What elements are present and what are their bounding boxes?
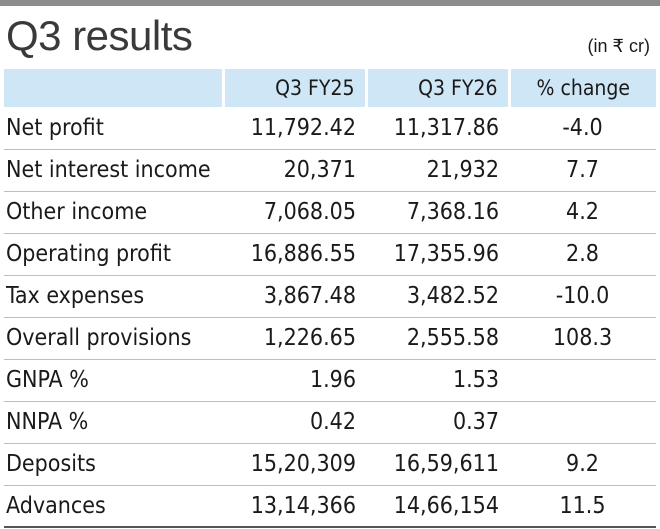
value-q3-fy25: 11,792.42 [223,107,366,150]
value-pct-change [509,401,656,444]
value-q3-fy25: 13,14,366 [223,485,366,528]
value-q3-fy25: 1.96 [223,359,366,402]
value-pct-change: -4.0 [509,107,656,150]
value-q3-fy26: 7,368.16 [366,191,509,234]
value-pct-change: 11.5 [509,485,656,528]
top-rule [0,0,660,6]
value-q3-fy26: 11,317.86 [366,107,509,150]
table-row: Net interest income 20,371 21,932 7.7 [4,149,656,192]
row-label: Deposits [4,443,223,486]
value-pct-change: 7.7 [509,149,656,192]
value-q3-fy26: 1.53 [366,359,509,402]
unit-note: (in ₹ cr) [587,36,650,56]
value-q3-fy26: 0.37 [366,401,509,444]
row-label: Overall provisions [4,317,223,360]
row-label: Tax expenses [4,275,223,318]
row-label: Net interest income [4,149,223,192]
value-q3-fy25: 15,20,309 [223,443,366,486]
header-q3-fy25: Q3 FY25 [223,69,368,107]
row-label: NNPA % [4,401,223,444]
value-q3-fy25: 7,068.05 [223,191,366,234]
table-row: Overall provisions 1,226.65 2,555.58 108.3 [4,317,656,360]
row-label: Advances [4,485,223,528]
value-q3-fy25: 0.42 [223,401,366,444]
table-row: NNPA % 0.42 0.37 [4,401,656,444]
value-q3-fy25: 3,867.48 [223,275,366,318]
value-q3-fy25: 16,886.55 [223,233,366,276]
header-q3-fy26: Q3 FY26 [366,69,511,107]
table-row: Advances 13,14,366 14,66,154 11.5 [4,485,656,528]
value-pct-change: 2.8 [509,233,656,276]
table-row: GNPA % 1.96 1.53 [4,359,656,402]
chart-title: Q3 results [6,12,193,59]
value-q3-fy26: 17,355.96 [366,233,509,276]
value-q3-fy26: 3,482.52 [366,275,509,318]
value-q3-fy25: 1,226.65 [223,317,366,360]
value-pct-change: 9.2 [509,443,656,486]
header-pct-change: % change [509,69,656,107]
table-row: Net profit 11,792.42 11,317.86 -4.0 [4,107,656,150]
header-row: Q3 FY25 Q3 FY26 % change [4,69,656,107]
row-label: Operating profit [4,233,223,276]
table-header: Q3 FY25 Q3 FY26 % change [4,69,656,107]
value-pct-change: 108.3 [509,317,656,360]
table-row: Other income 7,068.05 7,368.16 4.2 [4,191,656,234]
table-row: Operating profit 16,886.55 17,355.96 2.8 [4,233,656,276]
value-q3-fy26: 2,555.58 [366,317,509,360]
value-pct-change: 4.2 [509,191,656,234]
value-q3-fy26: 14,66,154 [366,485,509,528]
value-q3-fy26: 21,932 [366,149,509,192]
table-row: Deposits 15,20,309 16,59,611 9.2 [4,443,656,486]
table-body: Net profit 11,792.42 11,317.86 -4.0 Net inte… [4,107,656,528]
value-q3-fy25: 20,371 [223,149,366,192]
value-q3-fy26: 16,59,611 [366,443,509,486]
table-row: Tax expenses 3,867.48 3,482.52 -10.0 [4,275,656,318]
value-pct-change [509,359,656,402]
row-label: GNPA % [4,359,223,402]
header-label [4,69,225,107]
results-table: Q3 FY25 Q3 FY26 % change Net profit 11,79… [4,69,656,528]
value-pct-change: -10.0 [509,275,656,318]
row-label: Net profit [4,107,223,150]
row-label: Other income [4,191,223,234]
